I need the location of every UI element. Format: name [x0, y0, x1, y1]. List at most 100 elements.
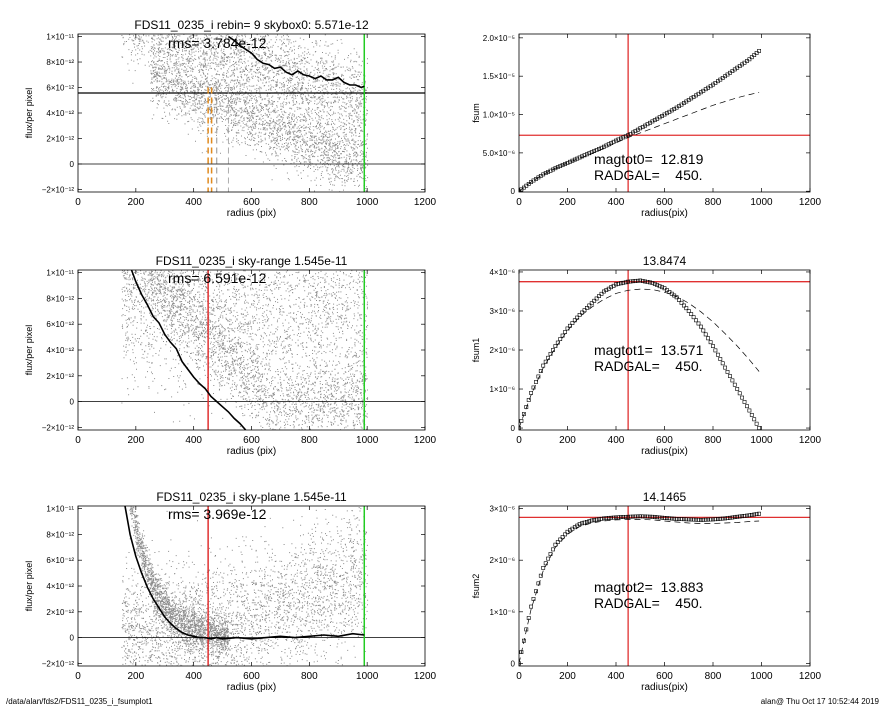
x-tick-label: 800 — [705, 671, 722, 682]
chart-title: FDS11_0235_i sky-range 1.545e-11 — [156, 254, 348, 268]
data-point — [689, 517, 694, 522]
data-point — [674, 516, 679, 521]
data-point — [754, 51, 759, 55]
y-tick-label: 1×10⁻⁶ — [489, 385, 515, 394]
scatter-points — [121, 506, 369, 666]
data-point — [616, 137, 621, 142]
data-point — [611, 515, 616, 520]
data-point — [526, 182, 531, 186]
data-point — [567, 159, 572, 164]
y-tick-label: 6×10⁻¹² — [46, 84, 74, 93]
data-point — [570, 321, 575, 326]
data-point — [577, 522, 582, 527]
series-dashed — [519, 519, 760, 664]
y-axis-label: flux/per pixel — [24, 325, 34, 376]
data-point — [558, 164, 563, 169]
data-point — [594, 517, 599, 522]
data-point — [580, 310, 584, 315]
y-tick-label: 6×10⁻¹² — [46, 320, 74, 329]
x-tick-label: 1000 — [750, 197, 773, 208]
data-point — [626, 279, 631, 284]
data-point — [551, 547, 555, 552]
magtot-annotation: magtot2= 13.883 — [594, 579, 704, 595]
data-point — [635, 278, 640, 283]
x-tick-label: 600 — [243, 197, 260, 208]
y-tick-label: 2.0×10⁻⁵ — [483, 34, 515, 43]
data-point — [555, 165, 560, 170]
x-tick-label: 1000 — [356, 671, 379, 682]
data-point — [589, 518, 594, 523]
y-tick-label: 3×10⁻⁶ — [489, 505, 515, 514]
x-tick-label: 200 — [559, 671, 576, 682]
x-axis-label: radius(pix) — [641, 446, 688, 457]
x-tick-label: 1200 — [799, 197, 822, 208]
data-point — [749, 512, 754, 517]
data-point — [614, 282, 618, 287]
data-point — [563, 532, 568, 537]
series-squares — [519, 511, 762, 666]
x-tick-label: 200 — [559, 197, 576, 208]
x-tick-label: 400 — [608, 671, 625, 682]
x-tick-label: 1000 — [750, 435, 773, 446]
data-point — [730, 378, 735, 383]
data-point — [563, 162, 568, 166]
data-point — [686, 309, 691, 313]
data-point — [633, 279, 638, 283]
data-point — [698, 324, 703, 329]
data-point — [747, 57, 752, 62]
data-point — [580, 154, 584, 159]
data-point — [626, 514, 631, 519]
data-point — [652, 515, 657, 519]
data-point — [623, 134, 628, 139]
data-point — [577, 155, 582, 160]
data-point — [655, 283, 660, 288]
data-point — [628, 514, 633, 519]
data-point — [592, 298, 597, 303]
data-point — [594, 148, 599, 152]
data-point — [694, 318, 698, 323]
x-tick-label: 200 — [127, 435, 144, 446]
magtot-annotation: magtot0= 12.819 — [594, 151, 704, 167]
data-point — [681, 303, 686, 308]
rms-annotation: rms= 6.591e-12 — [168, 270, 267, 286]
footer-timestamp: alan@ Thu Oct 17 10:52:44 2019 — [760, 697, 879, 706]
data-point — [580, 521, 584, 526]
rms-annotation: rms= 3.784e-12 — [168, 35, 267, 51]
data-point — [691, 517, 696, 522]
data-point — [538, 573, 543, 578]
x-tick-label: 1000 — [356, 197, 379, 208]
x-tick-label: 1200 — [414, 435, 437, 446]
data-point — [618, 281, 623, 286]
data-point — [587, 519, 592, 524]
data-point — [708, 517, 713, 522]
y-tick-label: 4×10⁻¹² — [46, 109, 74, 118]
data-point — [575, 156, 580, 161]
data-point — [633, 514, 638, 519]
data-point — [703, 332, 708, 337]
y-tick-label: −2×10⁻¹² — [42, 423, 75, 432]
data-point — [752, 53, 757, 58]
x-tick-label: 1000 — [750, 671, 773, 682]
data-point — [664, 516, 669, 521]
y-tick-label: 8×10⁻¹² — [46, 294, 74, 303]
x-tick-label: 400 — [185, 197, 202, 208]
data-point — [715, 352, 720, 357]
data-point — [606, 516, 611, 520]
data-point — [754, 421, 759, 426]
x-tick-label: 200 — [127, 671, 144, 682]
y-tick-label: 4×10⁻¹² — [46, 346, 74, 355]
x-tick-label: 600 — [656, 435, 673, 446]
chart-right1: 0 200 400 600 800 1000 1200 0 5.0×10⁻⁶ 1.0×10⁻⁵ 1.… — [471, 33, 822, 219]
data-point — [553, 166, 558, 171]
data-point — [728, 374, 732, 379]
data-point — [754, 512, 759, 517]
x-tick-label: 600 — [243, 435, 260, 446]
data-point — [555, 540, 560, 545]
data-point — [752, 512, 757, 517]
data-point — [546, 355, 551, 360]
data-point — [667, 516, 672, 521]
chart-title: 14.1465 — [643, 490, 687, 504]
y-tick-label: 5.0×10⁻⁶ — [483, 149, 515, 158]
data-point — [718, 516, 723, 521]
chart-title: FDS11_0235_i rebin= 9 skybox0: 5.571e-12 — [134, 18, 369, 32]
